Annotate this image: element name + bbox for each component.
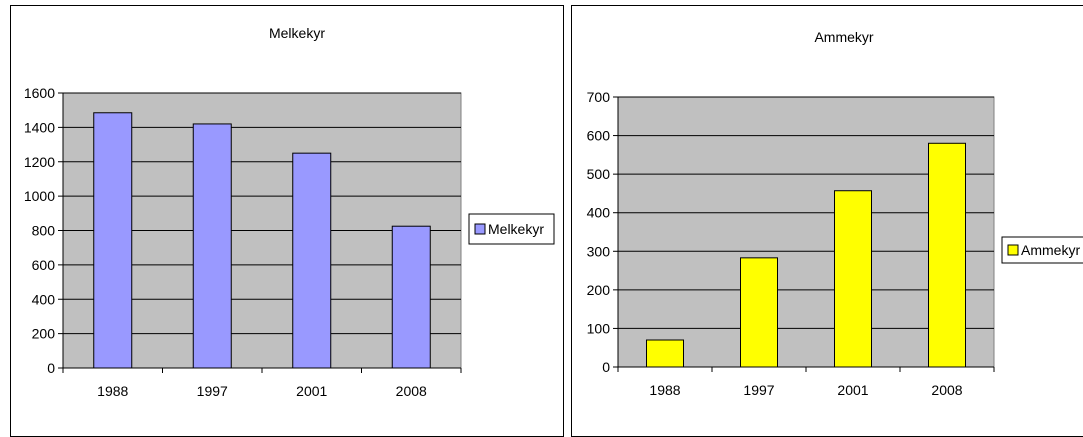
bar — [391, 225, 431, 369]
y-tick-label: 0 — [47, 360, 55, 376]
y-tick-label: 0 — [602, 359, 610, 375]
y-tick-label: 600 — [587, 128, 611, 144]
legend-swatch — [474, 223, 486, 235]
y-tick-label: 100 — [587, 320, 611, 336]
y-tick-label: 1600 — [24, 85, 55, 101]
y-tick-label: 200 — [587, 282, 611, 298]
bar — [928, 142, 966, 368]
legend-label: Ammekyr — [1021, 242, 1080, 258]
x-tick-label: 2001 — [296, 383, 327, 399]
x-tick-label: 1988 — [97, 383, 128, 399]
y-tick-label: 1000 — [24, 188, 55, 204]
x-tick-label: 2001 — [837, 382, 868, 398]
chart-title: Melkekyr — [269, 25, 325, 41]
x-tick-label: 1997 — [743, 382, 774, 398]
y-tick-label: 400 — [587, 205, 611, 221]
legend-label: Melkekyr — [488, 221, 544, 237]
y-tick-label: 500 — [587, 166, 611, 182]
y-tick-label: 1400 — [24, 119, 55, 135]
bar — [834, 190, 872, 368]
y-tick-label: 600 — [32, 257, 56, 273]
bar — [646, 339, 684, 368]
y-tick-label: 1200 — [24, 154, 55, 170]
y-tick-label: 200 — [32, 326, 56, 342]
x-tick-label: 1988 — [649, 382, 680, 398]
bar — [93, 112, 133, 369]
bar — [192, 123, 232, 369]
y-tick-label: 300 — [587, 243, 611, 259]
legend-swatch — [1007, 244, 1019, 256]
y-tick-label: 400 — [32, 291, 56, 307]
x-tick-label: 2008 — [931, 382, 962, 398]
y-tick-label: 700 — [587, 89, 611, 105]
bar — [740, 257, 778, 368]
melkekyr-chart-svg: Melkekyr 0 200 400 600 800 1000 1200 1400 1600 19… — [24, 25, 555, 399]
ammekyr-chart-svg: Ammekyr 0 100 200 300 400 500 600 700 1988 1997 20… — [587, 29, 1083, 398]
y-tick-label: 800 — [32, 223, 56, 239]
bar — [292, 152, 332, 369]
chart-title: Ammekyr — [814, 29, 873, 45]
x-tick-label: 2008 — [396, 383, 427, 399]
x-tick-label: 1997 — [197, 383, 228, 399]
